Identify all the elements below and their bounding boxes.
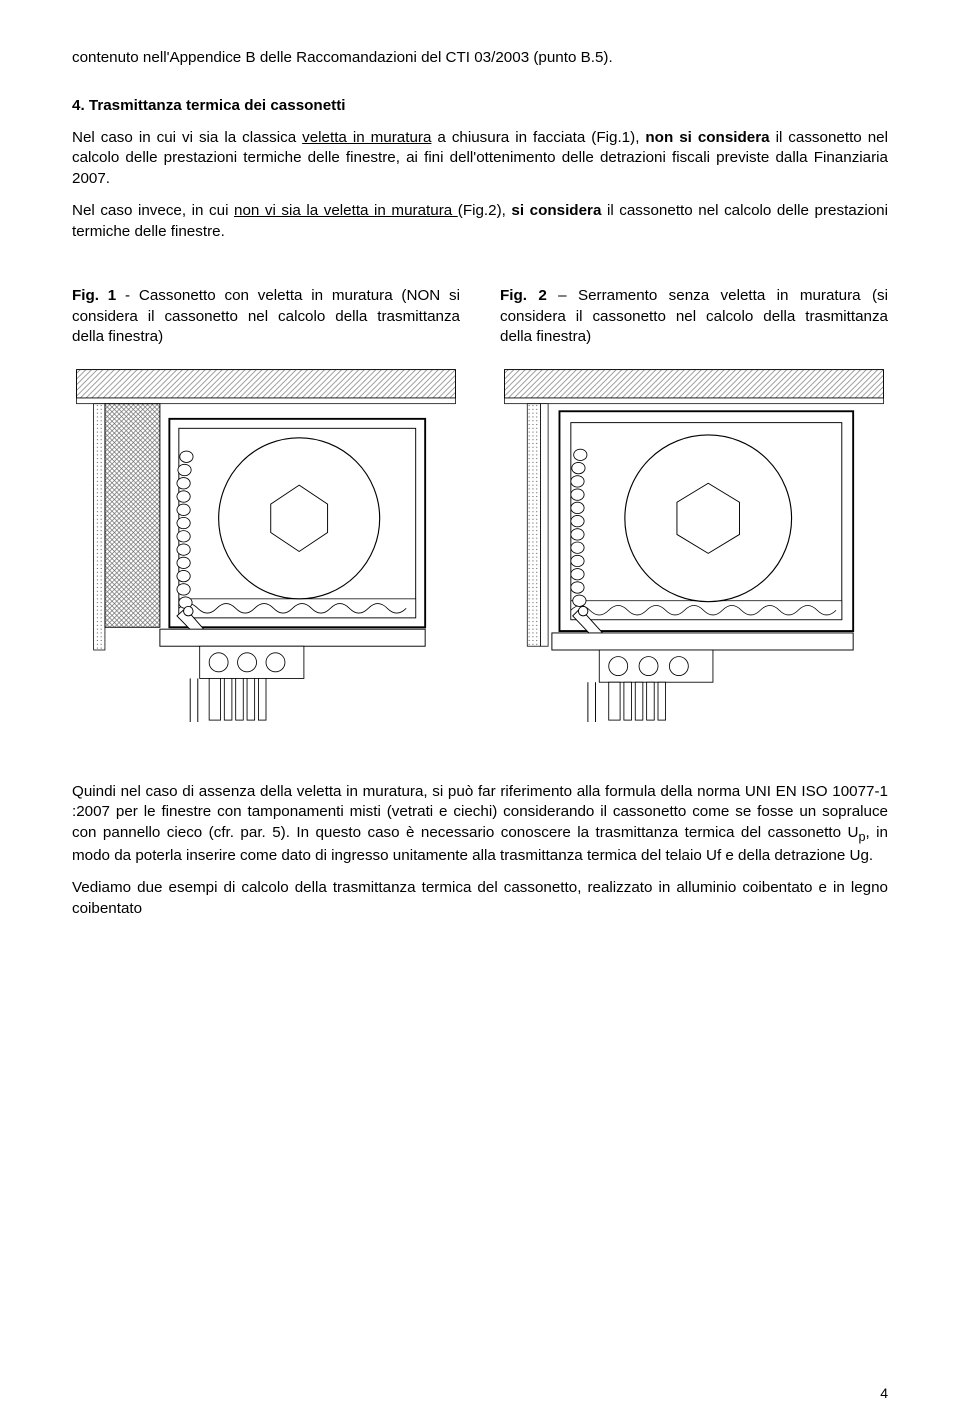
- figure-1-caption: Fig. 1 - Cassonetto con veletta in murat…: [72, 286, 460, 348]
- page-number: 4: [880, 1385, 888, 1401]
- p1-seg-b: a chiusura in facciata (Fig.1),: [431, 129, 645, 146]
- bottom-paragraph: Quindi nel caso di assenza della veletta…: [72, 782, 888, 867]
- bottom-p-a: Quindi nel caso di assenza della veletta…: [72, 783, 888, 841]
- p1-seg-a: Nel caso in cui vi sia la classica: [72, 129, 302, 146]
- fig2-text: – Serramento senza veletta in muratura (…: [500, 287, 888, 345]
- document-page: contenuto nell'Appendice B delle Raccoma…: [0, 0, 960, 1421]
- p1-bold: non si considera: [645, 129, 769, 146]
- bottom-p-sub: p: [858, 830, 865, 844]
- p2-seg-b: (Fig.2),: [458, 202, 512, 219]
- figure-2-caption: Fig. 2 – Serramento senza veletta in mur…: [500, 286, 888, 348]
- figure-2-column: Fig. 2 – Serramento senza veletta in mur…: [500, 286, 888, 722]
- fig1-label: Fig. 1: [72, 287, 116, 304]
- p2-seg-a: Nel caso invece, in cui: [72, 202, 234, 219]
- p2-underline: non vi sia la veletta in muratura: [234, 202, 458, 219]
- p1-underline: veletta in muratura: [302, 129, 431, 146]
- section-heading: 4. Trasmittanza termica dei cassonetti: [72, 97, 888, 114]
- p2-bold: si considera: [511, 202, 601, 219]
- figure-1-diagram: [72, 362, 460, 722]
- final-paragraph: Vediamo due esempi di calcolo della tras…: [72, 878, 888, 919]
- figure-1-column: Fig. 1 - Cassonetto con veletta in murat…: [72, 286, 460, 722]
- paragraph-2: Nel caso invece, in cui non vi sia la ve…: [72, 201, 888, 242]
- paragraph-1: Nel caso in cui vi sia la classica velet…: [72, 128, 888, 190]
- intro-line: contenuto nell'Appendice B delle Raccoma…: [72, 48, 888, 69]
- figure-2-diagram: [500, 362, 888, 722]
- fig1-text: - Cassonetto con veletta in muratura (NO…: [72, 287, 460, 345]
- fig2-label: Fig. 2: [500, 287, 547, 304]
- figure-row: Fig. 1 - Cassonetto con veletta in murat…: [72, 286, 888, 722]
